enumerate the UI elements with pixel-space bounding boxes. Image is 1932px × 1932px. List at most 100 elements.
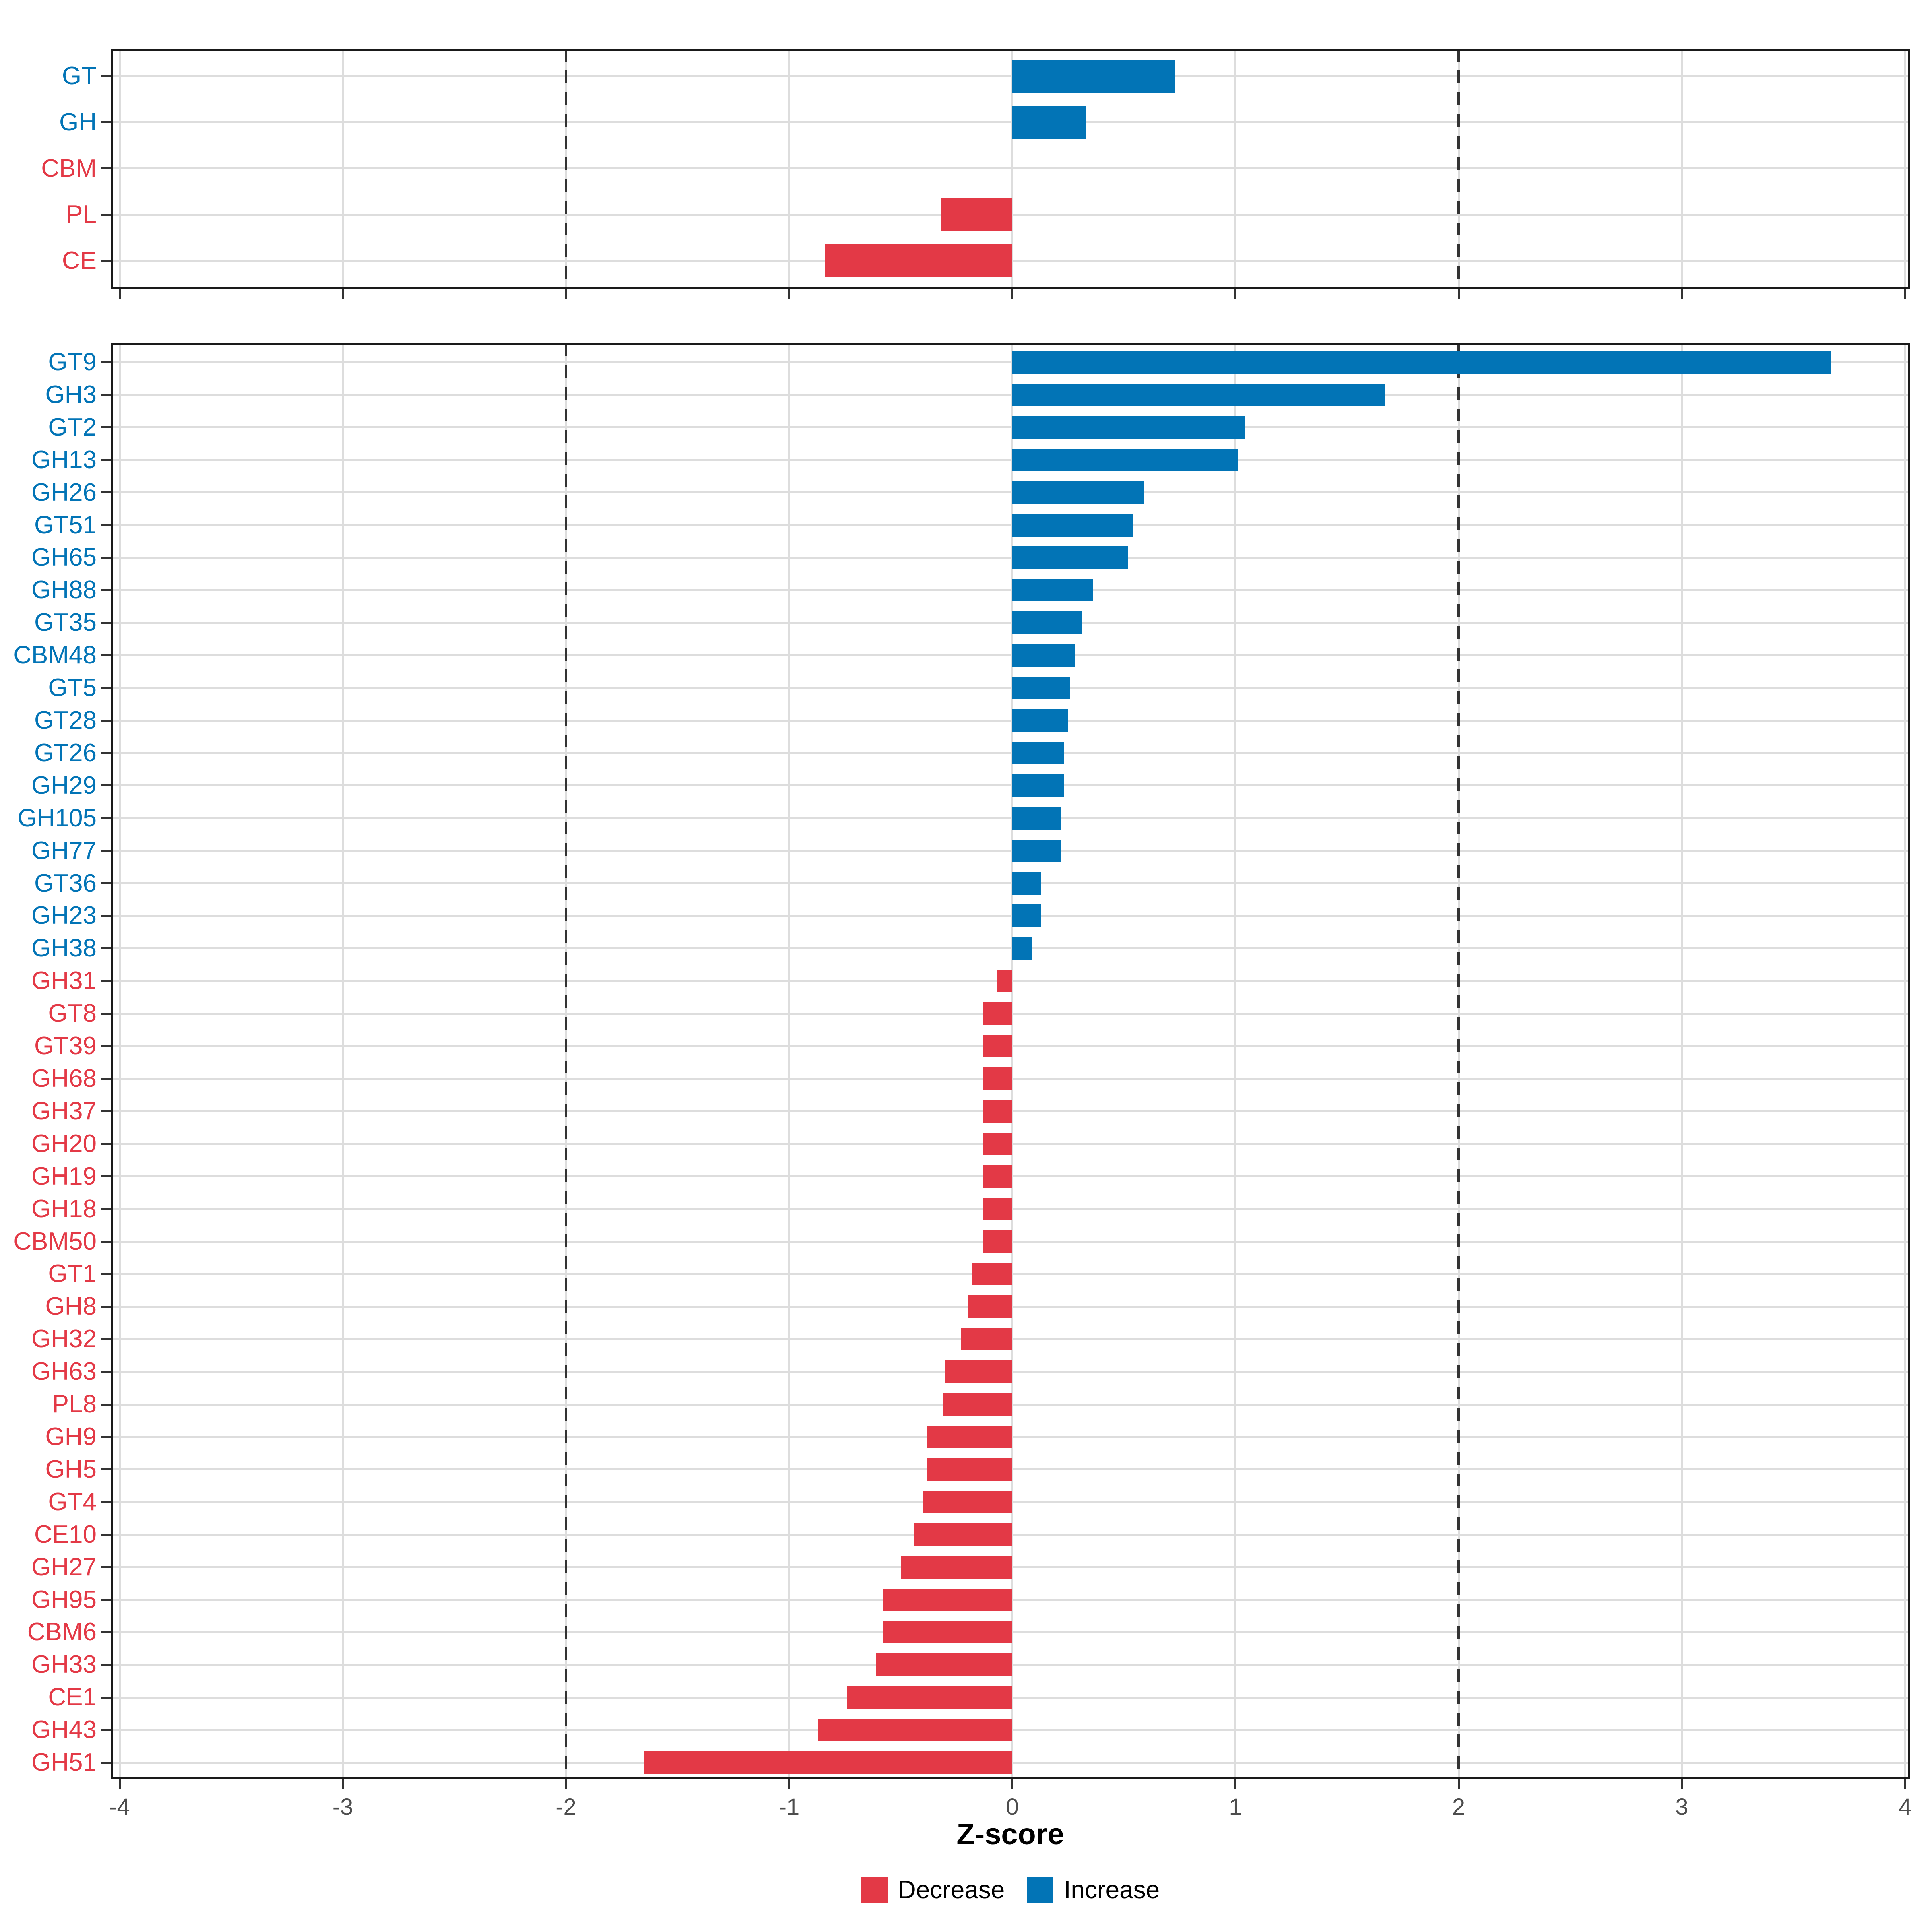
y-gridline [111,784,1910,787]
y-tick-label-GT2: GT2 [48,413,97,441]
y-tick-label-GH43: GH43 [31,1716,97,1744]
y-tick-mark [101,1696,111,1699]
y-tick-mark [101,882,111,885]
decrease-swatch-icon [861,1877,888,1903]
y-tick-mark [101,1110,111,1113]
y-tick-mark [101,719,111,722]
y-tick-label-GH9: GH9 [45,1423,97,1451]
x-gridline [1904,343,1906,1779]
bar-GT4 [923,1490,1012,1513]
y-tick-mark [101,1077,111,1080]
bar-GT [1012,60,1175,93]
y-gridline [111,556,1910,559]
legend: Decrease Increase [111,1877,1910,1903]
x-tick-mark [1457,289,1460,299]
y-tick-label-GT5: GT5 [48,674,97,702]
y-tick-mark [101,1012,111,1015]
x-tick-mark [1457,1779,1460,1789]
x-tick-label-0: 0 [1005,1794,1019,1820]
x-tick-mark [1234,1779,1236,1789]
y-tick-label-CE1: CE1 [48,1683,97,1711]
y-tick-mark [101,1143,111,1145]
y-tick-label-GH5: GH5 [45,1455,97,1483]
y-tick-label-GH8: GH8 [45,1292,97,1321]
y-tick-label-GH13: GH13 [31,446,97,474]
y-tick-label-CE10: CE10 [34,1520,97,1548]
y-gridline [111,687,1910,689]
y-tick-label-GT1: GT1 [48,1260,97,1288]
bar-CE10 [914,1523,1012,1546]
bar-GH105 [1012,807,1061,830]
bar-GH68 [983,1067,1012,1090]
y-tick-label-GH88: GH88 [31,576,97,604]
y-tick-label-GH77: GH77 [31,836,97,865]
y-tick-mark [101,524,111,526]
bar-GH29 [1012,774,1064,797]
y-gridline [111,719,1910,722]
y-tick-mark [101,361,111,363]
bar-GH8 [968,1295,1012,1318]
bar-GH19 [983,1165,1012,1188]
x-tick-mark [118,1779,121,1789]
x-axis-title: Z-score [956,1817,1064,1851]
y-tick-label-GH31: GH31 [31,967,97,995]
y-tick-label-GH65: GH65 [31,543,97,572]
y-tick-label-GT4: GT4 [48,1488,97,1516]
y-gridline [111,459,1910,461]
x-tick-label--4: -4 [109,1794,130,1820]
y-tick-mark [101,621,111,624]
y-tick-label-GH19: GH19 [31,1162,97,1190]
y-gridline [111,654,1910,656]
y-tick-label-GH38: GH38 [31,934,97,962]
bar-GH27 [900,1556,1012,1579]
y-tick-label-PL8: PL8 [52,1390,97,1418]
x-tick-mark [342,289,344,299]
y-tick-label-GT35: GT35 [34,609,97,637]
y-tick-mark [101,1371,111,1373]
y-tick-mark [101,1599,111,1601]
y-gridline [111,491,1910,494]
x-tick-mark [1681,289,1683,299]
y-tick-label-GH20: GH20 [31,1129,97,1158]
x-tick-mark [118,289,121,299]
bar-PL [941,198,1012,231]
y-tick-mark [101,1241,111,1243]
y-tick-label-GT39: GT39 [34,1032,97,1060]
bar-PL8 [943,1393,1012,1416]
y-tick-label-CBM: CBM [41,154,97,182]
legend-label-decrease: Decrease [898,1876,1005,1904]
y-gridline [111,817,1910,819]
y-tick-mark [101,1045,111,1047]
y-tick-mark [101,1305,111,1308]
bar-GH5 [927,1458,1012,1481]
x-tick-mark [1234,289,1236,299]
y-tick-label-CE: CE [62,247,97,275]
class-summary-panel [111,49,1910,289]
reference-dashed-line [565,49,567,289]
bar-GH31 [997,970,1012,993]
x-tick-label--3: -3 [332,1794,353,1820]
bar-CBM50 [983,1230,1012,1253]
y-tick-label-CBM50: CBM50 [13,1227,97,1255]
x-tick-label-1: 1 [1229,1794,1242,1820]
x-tick-label--1: -1 [778,1794,800,1820]
y-tick-mark [101,459,111,461]
y-tick-mark [101,980,111,982]
y-tick-mark [101,1175,111,1178]
y-tick-mark [101,394,111,396]
y-gridline [111,167,1910,170]
y-gridline [111,121,1910,124]
y-tick-label-GH51: GH51 [31,1748,97,1777]
y-tick-mark [101,1631,111,1633]
reference-dashed-line [1457,343,1460,1779]
y-gridline [111,394,1910,396]
y-gridline [111,882,1910,885]
x-tick-mark [788,289,790,299]
y-tick-mark [101,556,111,559]
y-tick-mark [101,260,111,262]
y-tick-mark [101,784,111,787]
y-tick-mark [101,947,111,949]
x-tick-label-3: 3 [1675,1794,1688,1820]
bar-GH88 [1012,579,1093,602]
y-tick-mark [101,752,111,754]
